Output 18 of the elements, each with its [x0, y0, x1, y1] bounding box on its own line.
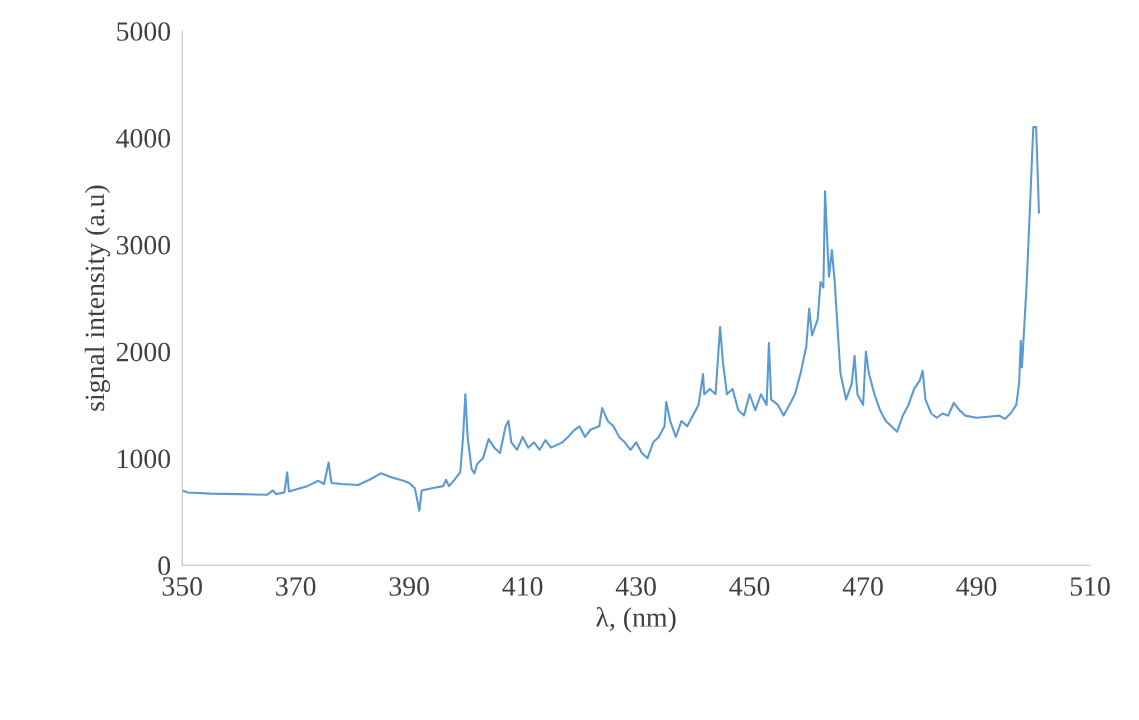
x-tick-label: 450 [729, 577, 770, 596]
y-tick-label: 4000 [116, 128, 171, 148]
y-tick-label: 0 [158, 556, 171, 576]
y-tick-label: 3000 [116, 235, 171, 255]
x-tick-label: 410 [502, 577, 543, 596]
y-tick-label: 1000 [118, 449, 171, 469]
y-tick-label: 5000 [117, 22, 171, 41]
line-series [182, 126, 1040, 512]
x-tick-label: 370 [276, 577, 316, 596]
y-tick-label: 2000 [116, 342, 171, 362]
x-tick-label: 350 [162, 577, 203, 596]
x-tick-label: 490 [956, 577, 997, 596]
x-tick-label: 430 [615, 577, 656, 596]
x-axis-title: λ, (nm) [596, 607, 676, 633]
x-tick-label: 390 [389, 577, 429, 596]
x-tick-label: 470 [842, 577, 883, 596]
x-tick-label: 510 [1070, 577, 1110, 596]
y-axis-title: signal intensity (a.u) [84, 185, 111, 411]
